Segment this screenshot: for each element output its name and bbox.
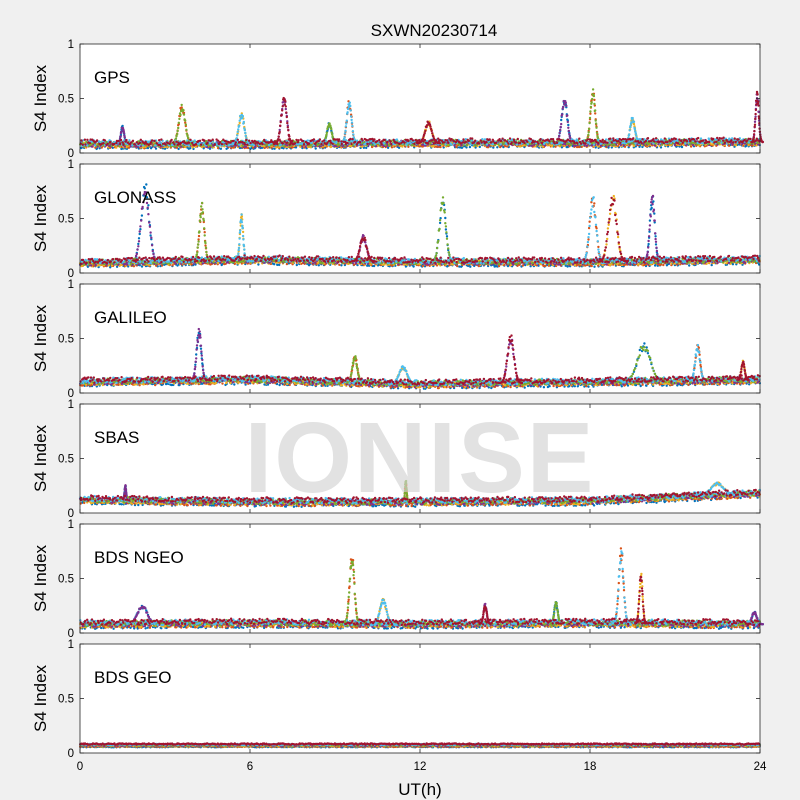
y-tick-label: 1: [68, 519, 74, 531]
constellation-label: SBAS: [94, 428, 139, 447]
y-tick-label: 1: [68, 39, 74, 51]
x-tick-label: 18: [584, 761, 597, 773]
data-points: [79, 742, 762, 749]
data-points: [78, 479, 762, 508]
constellation-label: GLONASS: [94, 188, 176, 207]
plot-area: [80, 644, 760, 753]
y-tick-label: 1: [68, 279, 74, 291]
series-points-6: [80, 196, 761, 265]
y-tick-label: 0.5: [58, 334, 74, 346]
y-tick-label: 0.5: [58, 574, 74, 586]
data-points: [79, 88, 765, 151]
series-points-6: [79, 575, 761, 627]
constellation-label: GALILEO: [94, 308, 167, 327]
series-points-6: [79, 488, 761, 505]
x-tick-label: 6: [247, 761, 253, 773]
y-tick-label: 0.5: [58, 694, 74, 706]
y-tick-label: 1: [68, 399, 74, 411]
y-tick-label: 0: [68, 388, 74, 400]
y-tick-label: 0: [68, 628, 74, 640]
series-points-6: [79, 334, 761, 386]
panel-bds-geo: 0 6 12 18 24 0 0.5 1 S4 Index BDS GEO: [31, 639, 767, 773]
data-points: [79, 547, 765, 630]
panel-galileo: 0 0.5 1 S4 Index GALILEO: [31, 279, 762, 400]
series-points-6: [79, 90, 765, 147]
chart-title: SXWN20230714: [371, 21, 498, 40]
panel-gps: 0 0.5 1 S4 Index GPS: [31, 39, 765, 160]
panel-sbas: 0 0.5 1 S4 Index SBAS: [31, 399, 762, 520]
y-tick-label: 0.5: [58, 214, 74, 226]
x-tick-label: 0: [77, 761, 83, 773]
constellation-label: BDS NGEO: [94, 548, 184, 567]
ionise-watermark: IONISE: [245, 402, 596, 514]
y-axis-label: S4 Index: [31, 424, 50, 492]
y-tick-label: 0: [68, 508, 74, 520]
plot-area: [80, 44, 760, 153]
y-tick-label: 1: [68, 159, 74, 171]
y-tick-label: 0: [68, 748, 74, 760]
y-axis-label: S4 Index: [31, 304, 50, 372]
y-tick-label: 1: [68, 639, 74, 651]
y-axis-label: S4 Index: [31, 184, 50, 252]
panels-container: 0 0.5 1 S4 Index GPS 0 0.5 1 S4 Index GLONASS 0 0.5…: [31, 39, 767, 773]
constellation-label: BDS GEO: [94, 668, 171, 687]
panel-bds-ngeo: 0 0.5 1 S4 Index BDS NGEO: [31, 519, 765, 640]
y-axis-label: S4 Index: [31, 544, 50, 612]
y-tick-label: 0: [68, 148, 74, 160]
plot-area: [80, 404, 760, 513]
x-axis-label: UT(h): [398, 780, 441, 799]
y-tick-label: 0.5: [58, 94, 74, 106]
series-points-6: [79, 742, 761, 746]
x-tick-label: 24: [754, 761, 767, 773]
panel-glonass: 0 0.5 1 S4 Index GLONASS: [31, 159, 761, 280]
x-tick-label: 12: [414, 761, 427, 773]
plot-area: [80, 524, 760, 633]
y-tick-label: 0: [68, 268, 74, 280]
data-points: [78, 183, 761, 269]
y-axis-label: S4 Index: [31, 64, 50, 132]
y-axis-label: S4 Index: [31, 664, 50, 732]
y-tick-label: 0.5: [58, 454, 74, 466]
constellation-label: GPS: [94, 68, 130, 87]
